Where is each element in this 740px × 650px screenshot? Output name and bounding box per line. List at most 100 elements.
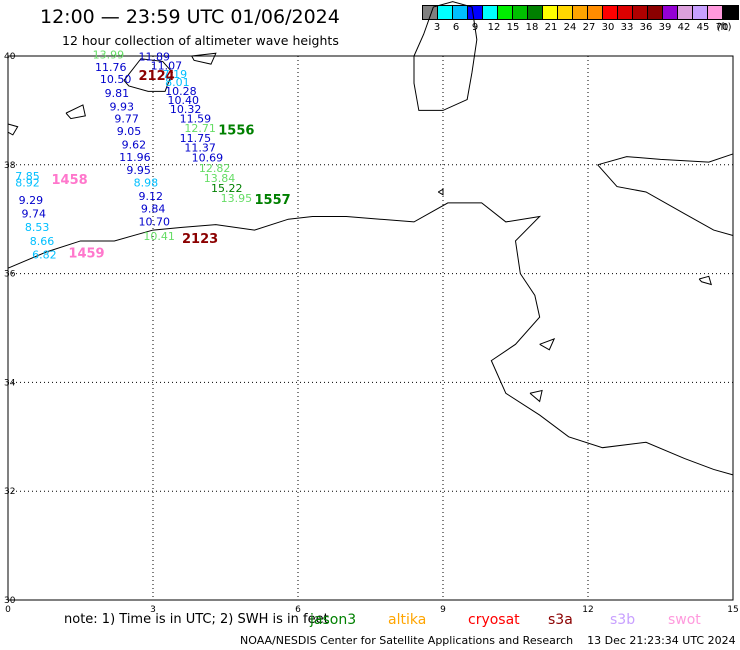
pass-time-label: 1458 [52, 173, 88, 188]
swh-value: 9.95 [126, 164, 150, 177]
color-scale-unit: (ft) [716, 22, 732, 33]
color-scale-label: 12 [487, 22, 501, 33]
map-grid [7, 55, 734, 601]
satellite-legend-item: jason3 [310, 612, 357, 628]
color-scale-label: 33 [620, 22, 634, 33]
lat-tick-label: 40 [4, 52, 16, 62]
lon-tick-label: 3 [150, 605, 156, 615]
swh-value: 7.85 [15, 170, 40, 183]
swh-value: 11.96 [119, 151, 150, 164]
swh-value: 9.62 [122, 138, 147, 151]
swh-value: 13.95 [221, 192, 253, 205]
swh-value: 8.98 [134, 177, 159, 190]
lon-tick-label: 9 [440, 605, 446, 615]
swh-value: 11.37 [184, 142, 216, 155]
swh-value: 11.07 [151, 60, 183, 73]
satellite-legend-item: cryosat [468, 612, 520, 628]
swh-value: 11.75 [180, 132, 212, 145]
pass-time-label: 1556 [218, 123, 254, 138]
coastline [7, 1, 734, 476]
swh-value: 10.50 [100, 73, 132, 86]
pass-time-label: 2124 [139, 69, 175, 84]
swh-value: 9.74 [22, 208, 47, 221]
map-subtitle: 12 hour collection of altimeter wave hei… [62, 33, 339, 48]
swh-value: 9.05 [117, 125, 142, 138]
swh-value: 8.53 [25, 221, 49, 234]
swh-value: 10.70 [139, 216, 171, 229]
coast-segment [437, 188, 444, 196]
swh-value: 12.71 [184, 122, 216, 135]
lat-tick-label: 32 [4, 487, 15, 497]
map-frame [7, 55, 734, 601]
swh-value: 11.59 [180, 112, 212, 125]
footer-credit: NOAA/NESDIS Center for Satellite Applica… [240, 634, 736, 647]
swh-value: 7.19 [163, 68, 188, 81]
color-scale-label: 27 [582, 22, 596, 33]
swh-value: 9.84 [141, 203, 166, 216]
coast-segment [539, 337, 556, 351]
pass-time-label: 1459 [68, 246, 104, 261]
coast-segment [529, 389, 543, 403]
coast-segment [413, 1, 478, 111]
color-scale-label: 24 [563, 22, 577, 33]
swh-value: 10.41 [143, 230, 175, 243]
coast-segment [7, 202, 734, 476]
swh-value: 13.84 [204, 172, 236, 185]
color-scale-label: 30 [601, 22, 615, 33]
lat-tick-label: 34 [4, 378, 16, 388]
coast-segment [698, 275, 712, 286]
satellite-legend-item: s3b [610, 612, 636, 628]
color-scale-label: 15 [506, 22, 520, 33]
swh-value: 10.69 [192, 152, 224, 165]
coast-segment [123, 58, 173, 92]
swh-value: 8.01 [165, 76, 190, 89]
lon-tick-label: 12 [582, 605, 593, 615]
swh-value: 10.32 [170, 103, 202, 116]
lon-tick-label: 0 [5, 605, 11, 615]
color-scale-label: 70 [715, 22, 729, 33]
coast-segment [191, 52, 217, 65]
coast-segment [7, 123, 19, 136]
swh-value: 10.40 [168, 94, 200, 107]
lon-tick-label: 6 [295, 605, 301, 615]
swh-value: 15.22 [211, 182, 243, 195]
lon-tick-label: 15 [727, 605, 738, 615]
swh-value: 9.81 [105, 87, 129, 100]
satellite-legend-item: altika [388, 612, 427, 628]
coast-segment [597, 153, 734, 166]
color-scale-label: 21 [544, 22, 558, 33]
swh-value: 11.76 [95, 61, 127, 74]
swh-value: 6.82 [32, 248, 57, 261]
pass-time-label: 2123 [182, 232, 218, 247]
swh-value: 11.89 [139, 50, 171, 63]
satellite-legend-item: s3a [548, 612, 573, 628]
swh-value: 10.28 [165, 85, 197, 98]
satellite-legend-item: swot [668, 612, 701, 628]
swh-value: 8.66 [30, 235, 55, 248]
color-scale-label: 45 [696, 22, 710, 33]
color-swatch [722, 5, 739, 20]
swh-value: 13.99 [93, 49, 125, 62]
swh-value: 12.82 [199, 162, 231, 175]
swh-value: 9.12 [139, 190, 164, 203]
lat-tick-label: 38 [4, 161, 16, 171]
coast-segment [65, 104, 86, 120]
color-scale-label: 36 [639, 22, 653, 33]
swh-value: 9.29 [19, 194, 43, 207]
lat-tick-label: 36 [4, 270, 16, 280]
pass-time-label: 1557 [255, 193, 291, 208]
color-scale-label: 42 [677, 22, 691, 33]
color-scale-label: 18 [525, 22, 539, 33]
swh-value: 9.77 [114, 112, 139, 125]
color-scale-label: 39 [658, 22, 672, 33]
color-scale-label: 6 [452, 22, 460, 33]
map-title: 12:00 — 23:59 UTC 01/06/2024 [40, 6, 340, 28]
lat-tick-label: 30 [4, 596, 16, 606]
swh-value: 8.92 [15, 177, 40, 190]
note-text: note: 1) Time is in UTC; 2) SWH is in fe… [64, 612, 329, 627]
color-scale-label: 3 [433, 22, 441, 33]
coast-segment [597, 164, 734, 237]
